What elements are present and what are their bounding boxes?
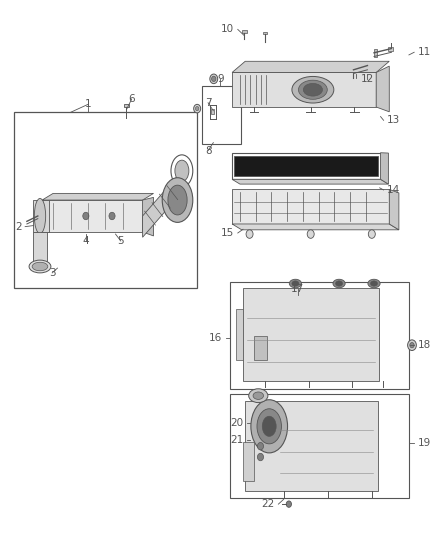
Polygon shape xyxy=(234,156,378,176)
Ellipse shape xyxy=(29,260,51,273)
Ellipse shape xyxy=(257,409,282,444)
Circle shape xyxy=(307,230,314,238)
Polygon shape xyxy=(237,309,243,360)
Ellipse shape xyxy=(175,160,189,181)
Text: 22: 22 xyxy=(261,499,275,509)
Ellipse shape xyxy=(249,389,268,402)
Circle shape xyxy=(212,76,216,82)
Text: 5: 5 xyxy=(117,236,124,246)
Circle shape xyxy=(194,104,201,113)
Text: 13: 13 xyxy=(387,115,400,125)
Text: 6: 6 xyxy=(128,94,135,104)
Polygon shape xyxy=(143,173,180,237)
Circle shape xyxy=(258,453,264,461)
Ellipse shape xyxy=(368,279,380,288)
Polygon shape xyxy=(232,179,389,184)
Ellipse shape xyxy=(34,198,46,233)
Polygon shape xyxy=(242,30,247,33)
Bar xyxy=(230,394,409,498)
Ellipse shape xyxy=(371,281,378,286)
Text: 21: 21 xyxy=(230,435,243,446)
Polygon shape xyxy=(211,109,214,115)
Text: 17: 17 xyxy=(291,285,304,294)
Polygon shape xyxy=(254,336,267,360)
Circle shape xyxy=(286,501,291,507)
Circle shape xyxy=(83,212,89,220)
Text: 16: 16 xyxy=(209,333,223,343)
Polygon shape xyxy=(232,72,376,107)
Polygon shape xyxy=(232,189,389,224)
Bar xyxy=(232,153,381,179)
Text: 19: 19 xyxy=(418,438,431,448)
Text: 20: 20 xyxy=(230,418,243,429)
Polygon shape xyxy=(232,61,389,72)
Ellipse shape xyxy=(168,185,187,215)
Text: 14: 14 xyxy=(387,185,400,195)
Polygon shape xyxy=(124,104,130,107)
Ellipse shape xyxy=(162,177,193,222)
Ellipse shape xyxy=(251,400,288,453)
Ellipse shape xyxy=(292,76,334,103)
Text: 7: 7 xyxy=(205,98,212,108)
Ellipse shape xyxy=(292,281,299,286)
Ellipse shape xyxy=(336,281,343,286)
Polygon shape xyxy=(33,232,46,266)
Ellipse shape xyxy=(32,262,48,271)
Polygon shape xyxy=(33,200,49,232)
Text: 8: 8 xyxy=(205,146,212,156)
Polygon shape xyxy=(42,193,153,200)
Polygon shape xyxy=(381,153,389,184)
Ellipse shape xyxy=(298,80,327,99)
Ellipse shape xyxy=(289,279,301,288)
Circle shape xyxy=(210,74,218,84)
Text: 12: 12 xyxy=(361,75,374,84)
Circle shape xyxy=(408,340,417,351)
Circle shape xyxy=(246,230,253,238)
Bar xyxy=(14,112,197,288)
Polygon shape xyxy=(143,197,153,236)
Polygon shape xyxy=(245,401,378,491)
Text: 1: 1 xyxy=(85,99,92,109)
Ellipse shape xyxy=(262,416,276,437)
Text: 4: 4 xyxy=(82,236,89,246)
Text: 9: 9 xyxy=(217,74,224,84)
Ellipse shape xyxy=(253,392,264,399)
Polygon shape xyxy=(263,31,267,34)
Text: 2: 2 xyxy=(15,222,21,232)
Polygon shape xyxy=(374,49,377,56)
Text: 15: 15 xyxy=(221,228,234,238)
Text: 10: 10 xyxy=(221,25,234,35)
Ellipse shape xyxy=(333,279,345,288)
Ellipse shape xyxy=(303,83,322,96)
Circle shape xyxy=(109,212,115,220)
Circle shape xyxy=(258,442,264,450)
Polygon shape xyxy=(376,66,389,112)
Circle shape xyxy=(410,343,414,348)
Circle shape xyxy=(195,107,199,111)
Polygon shape xyxy=(232,224,399,230)
Bar xyxy=(201,86,241,144)
Polygon shape xyxy=(42,200,143,232)
Text: 18: 18 xyxy=(418,340,431,350)
Bar xyxy=(230,282,409,389)
Polygon shape xyxy=(243,288,379,381)
Polygon shape xyxy=(389,189,399,230)
Text: 11: 11 xyxy=(418,47,431,57)
Polygon shape xyxy=(389,47,393,51)
Circle shape xyxy=(368,230,375,238)
Polygon shape xyxy=(243,442,254,481)
Text: 3: 3 xyxy=(49,268,56,278)
